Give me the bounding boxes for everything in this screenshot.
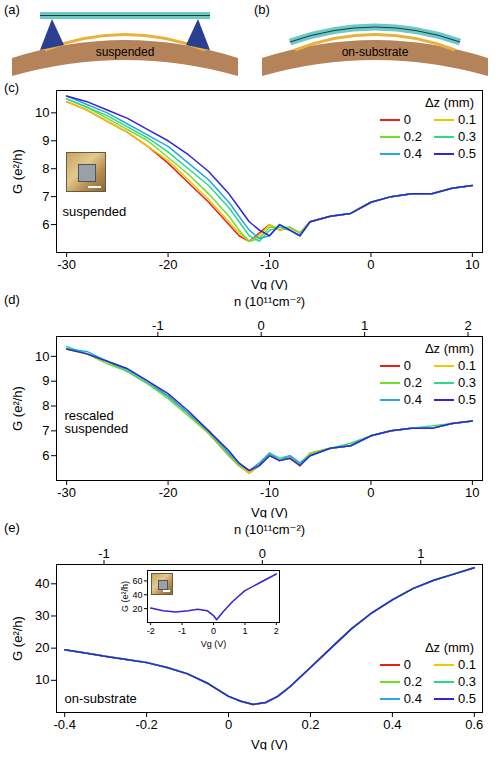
svg-text:30: 30 xyxy=(35,608,49,623)
svg-text:6: 6 xyxy=(42,217,49,232)
svg-text:-0.2: -0.2 xyxy=(135,717,157,732)
svg-text:G (e²/h): G (e²/h) xyxy=(10,386,25,431)
svg-text:2: 2 xyxy=(274,626,279,636)
svg-text:10: 10 xyxy=(35,349,49,364)
svg-text:10: 10 xyxy=(35,105,49,120)
html-text:Δz (mm): Δz (mm) xyxy=(424,341,474,356)
svg-text:Vg (V): Vg (V) xyxy=(201,639,227,649)
html-text:0: 0 xyxy=(403,112,412,127)
svg-text:1: 1 xyxy=(417,546,424,561)
svg-text:n (10¹¹cm⁻²): n (10¹¹cm⁻²) xyxy=(234,294,305,309)
html-text:0.2: 0.2 xyxy=(403,375,422,390)
svg-text:-1: -1 xyxy=(178,626,186,636)
html-text:0.2: 0.2 xyxy=(403,674,422,689)
svg-text:0.2: 0.2 xyxy=(301,717,319,732)
svg-text:on-substrate: on-substrate xyxy=(65,691,137,706)
svg-text:8: 8 xyxy=(42,161,49,176)
svg-text:G (e²/h): G (e²/h) xyxy=(10,149,25,194)
svg-text:60: 60 xyxy=(132,576,142,586)
svg-text:-10: -10 xyxy=(260,485,279,500)
svg-text:7: 7 xyxy=(42,423,49,438)
html-text:0.5: 0.5 xyxy=(457,691,476,706)
svg-text:7: 7 xyxy=(42,189,49,204)
svg-text:10: 10 xyxy=(465,257,479,272)
svg-text:Vg (V): Vg (V) xyxy=(251,504,288,520)
html-text:0: 0 xyxy=(403,657,412,672)
html-text:0.5: 0.5 xyxy=(457,146,476,161)
html-text:0.3: 0.3 xyxy=(457,674,476,689)
svg-text:20: 20 xyxy=(132,604,142,614)
svg-text:-20: -20 xyxy=(159,257,178,272)
html-text:0.2: 0.2 xyxy=(403,129,422,144)
svg-text:-10: -10 xyxy=(260,257,279,272)
html-text:0.1: 0.1 xyxy=(457,358,476,373)
svg-text:40: 40 xyxy=(35,576,49,591)
svg-text:10: 10 xyxy=(465,485,479,500)
svg-text:9: 9 xyxy=(42,373,49,388)
html-text:Δz (mm): Δz (mm) xyxy=(424,95,474,110)
svg-text:Vg (V): Vg (V) xyxy=(251,737,288,752)
svg-text:-0.4: -0.4 xyxy=(53,717,75,732)
svg-text:0: 0 xyxy=(367,485,374,500)
svg-text:0: 0 xyxy=(258,318,265,333)
svg-text:G (e²/h): G (e²/h) xyxy=(120,581,130,612)
svg-text:-20: -20 xyxy=(159,485,178,500)
svg-text:1: 1 xyxy=(361,318,368,333)
svg-text:8: 8 xyxy=(42,398,49,413)
svg-text:n (10¹¹cm⁻²): n (10¹¹cm⁻²) xyxy=(234,522,305,537)
svg-text:0: 0 xyxy=(259,546,266,561)
svg-text:6: 6 xyxy=(42,448,49,463)
svg-text:0: 0 xyxy=(225,717,232,732)
html-text:0.5: 0.5 xyxy=(457,392,476,407)
html-text:0.4: 0.4 xyxy=(403,146,422,161)
html-text:(d): (d) xyxy=(4,292,20,307)
html-text:0.1: 0.1 xyxy=(457,657,476,672)
svg-text:-2: -2 xyxy=(147,626,155,636)
html-text:Δz (mm): Δz (mm) xyxy=(424,640,474,655)
svg-text:Vg (V): Vg (V) xyxy=(251,276,288,292)
svg-text:-30: -30 xyxy=(57,485,76,500)
svg-text:10: 10 xyxy=(35,672,49,687)
svg-text:2: 2 xyxy=(464,318,471,333)
svg-text:0: 0 xyxy=(211,626,216,636)
html-text:0: 0 xyxy=(403,358,412,373)
html-text:0.3: 0.3 xyxy=(457,129,476,144)
svg-text:20: 20 xyxy=(35,640,49,655)
html-text:0.3: 0.3 xyxy=(457,375,476,390)
svg-text:1: 1 xyxy=(242,626,247,636)
svg-text:-1: -1 xyxy=(152,318,164,333)
svg-text:40: 40 xyxy=(132,590,142,600)
svg-text:(a): (a) xyxy=(4,2,20,17)
html-text:0.4: 0.4 xyxy=(403,691,422,706)
svg-text:suspended: suspended xyxy=(63,204,127,219)
svg-text:0.4: 0.4 xyxy=(383,717,401,732)
svg-text:0.6: 0.6 xyxy=(465,717,483,732)
html-text:(c): (c) xyxy=(4,80,20,95)
svg-text:G (e²/h): G (e²/h) xyxy=(10,616,25,661)
html-text:(e): (e) xyxy=(4,520,20,535)
svg-text:rescaledsuspended: rescaledsuspended xyxy=(65,408,129,436)
svg-text:-30: -30 xyxy=(57,257,76,272)
svg-text:-1: -1 xyxy=(98,546,110,561)
svg-text:suspended: suspended xyxy=(96,45,155,59)
svg-text:0: 0 xyxy=(367,257,374,272)
html-text:0.1: 0.1 xyxy=(457,112,476,127)
svg-text:on-substrate: on-substrate xyxy=(342,45,409,59)
html-text:0.4: 0.4 xyxy=(403,392,422,407)
svg-text:9: 9 xyxy=(42,133,49,148)
svg-text:(b): (b) xyxy=(254,2,270,17)
